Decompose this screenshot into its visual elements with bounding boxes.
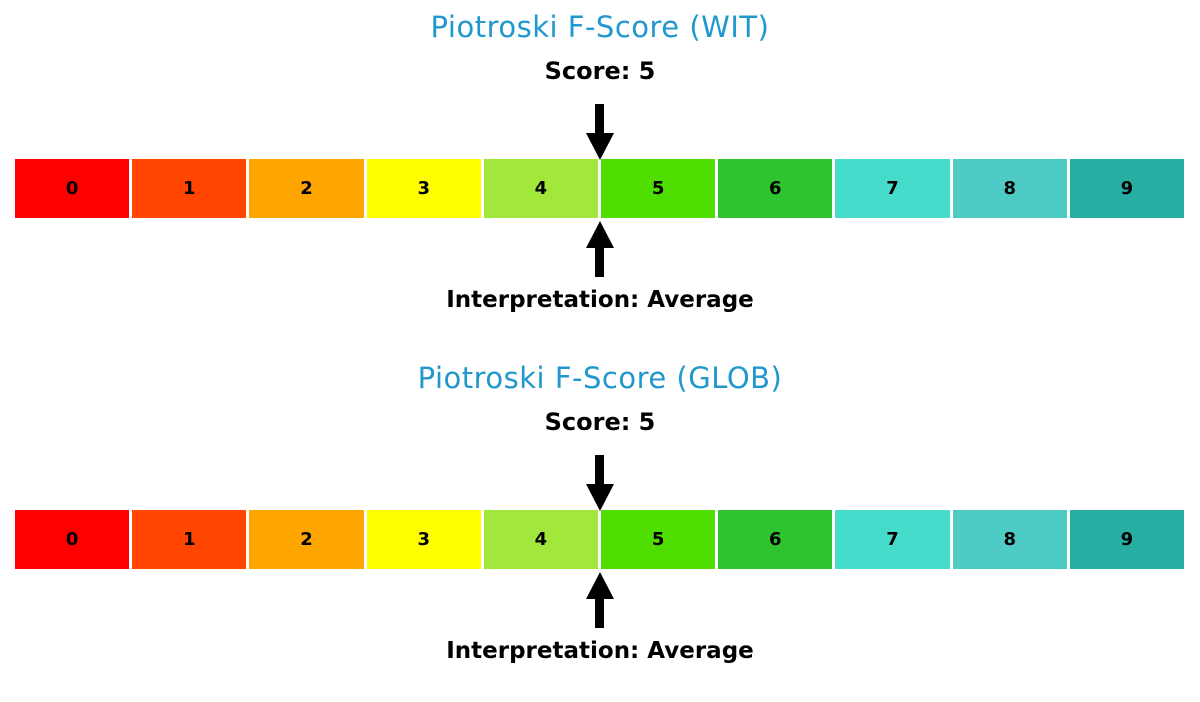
segment-label: 0 (65, 178, 79, 199)
scale-segment: 6 (718, 510, 833, 569)
segment-label: 6 (769, 178, 782, 199)
segment-label: 4 (534, 178, 548, 199)
score-pointer-down-arrow-icon (585, 455, 614, 511)
interpretation-label: Interpretation: Average (446, 287, 754, 313)
scale-segment: 0 (15, 159, 130, 218)
segment-label: 6 (769, 529, 782, 550)
scale-segment: 4 (483, 159, 599, 218)
score-scale-bar: 0 1 2 3 4 5 6 7 8 9 (15, 510, 1185, 569)
segment-label: 5 (651, 529, 665, 550)
segment-label: 3 (417, 178, 430, 199)
interpretation-pointer-up-arrow-icon (585, 221, 614, 277)
arrow-stem (595, 248, 604, 277)
scale-segment: 5 (601, 510, 716, 569)
scale-segment: 3 (366, 510, 481, 569)
segment-label: 8 (1003, 529, 1016, 550)
chart-title: Piotroski F-Score (WIT) (430, 10, 770, 44)
arrow-head (585, 221, 614, 248)
scale-segment: 7 (835, 510, 950, 569)
segment-label: 1 (183, 178, 196, 199)
interpretation-label: Interpretation: Average (446, 638, 754, 664)
scale-segment: 3 (366, 159, 481, 218)
segment-label: 2 (300, 178, 313, 199)
segment-label: 3 (417, 529, 430, 550)
scale-segment: 6 (718, 159, 833, 218)
arrow-stem (595, 104, 604, 133)
interpretation-pointer-up-arrow-icon (585, 572, 614, 628)
segment-label: 8 (1003, 178, 1016, 199)
scale-segment: 0 (15, 510, 130, 569)
segment-label: 1 (183, 529, 196, 550)
scale-segment: 5 (601, 159, 716, 218)
arrow-head (585, 133, 614, 160)
segment-label: 4 (534, 529, 548, 550)
score-label: Score: 5 (544, 408, 656, 436)
score-scale-bar: 0 1 2 3 4 5 6 7 8 9 (15, 159, 1185, 218)
scale-segment: 4 (483, 510, 599, 569)
segment-label: 7 (886, 178, 899, 199)
fscore-chart-glob: Piotroski F-Score (GLOB) Score: 5 0 1 2 … (0, 351, 1200, 702)
segment-label: 7 (886, 529, 899, 550)
scale-segment: 7 (835, 159, 950, 218)
score-pointer-down-arrow-icon (585, 104, 614, 160)
segment-label: 9 (1120, 529, 1134, 550)
scale-segment: 8 (952, 510, 1067, 569)
score-label: Score: 5 (544, 57, 656, 85)
scale-segment: 1 (132, 510, 247, 569)
scale-segment: 2 (249, 159, 364, 218)
segment-label: 9 (1120, 178, 1134, 199)
segment-label: 2 (300, 529, 313, 550)
scale-segment: 8 (952, 159, 1067, 218)
scale-segment: 2 (249, 510, 364, 569)
arrow-head (585, 484, 614, 511)
arrow-stem (595, 455, 604, 484)
arrow-stem (595, 599, 604, 628)
fscore-chart-wit: Piotroski F-Score (WIT) Score: 5 0 1 2 3… (15, 10, 1185, 313)
scale-segment: 1 (132, 159, 247, 218)
arrow-head (585, 572, 614, 599)
segment-label: 0 (65, 529, 79, 550)
chart-title: Piotroski F-Score (GLOB) (417, 361, 783, 395)
scale-segment: 9 (1069, 510, 1185, 569)
segment-label: 5 (651, 178, 665, 199)
scale-segment: 9 (1069, 159, 1185, 218)
